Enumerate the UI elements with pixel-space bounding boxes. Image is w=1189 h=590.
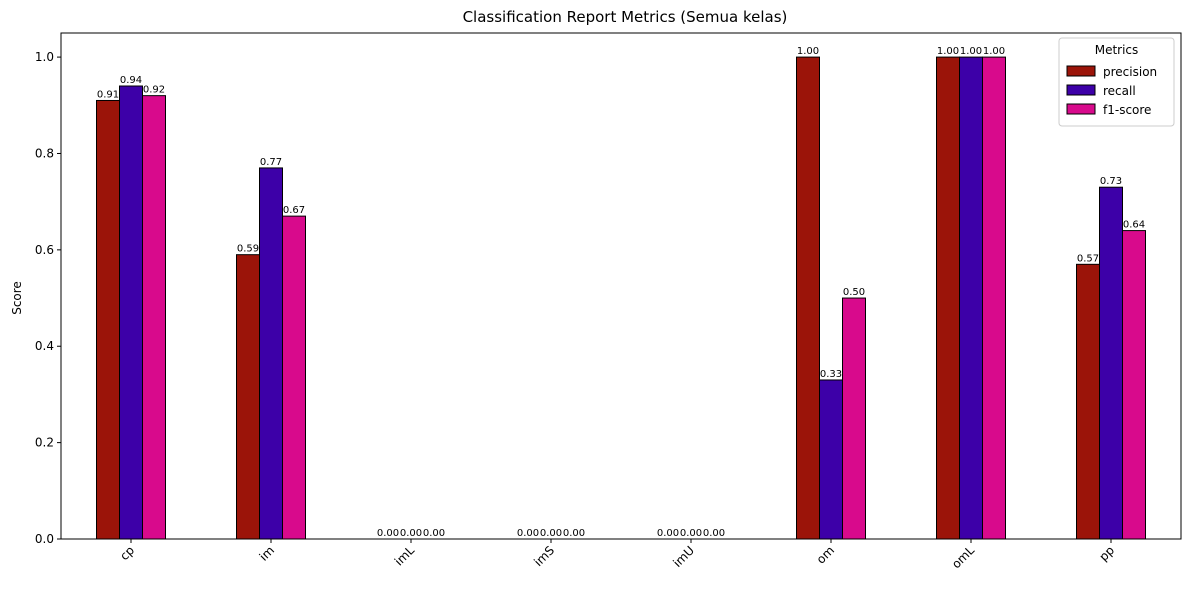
legend-label-precision: precision	[1103, 65, 1157, 79]
y-tick-label: 0.2	[35, 436, 54, 450]
bar-f1-score-im	[282, 215, 306, 540]
legend-swatch-precision	[1066, 65, 1096, 77]
x-tick-label-imU: imU	[670, 543, 697, 570]
bar-precision-im	[236, 254, 260, 540]
bar-recall-omL	[959, 56, 983, 540]
legend-label-f1-score: f1-score	[1103, 103, 1151, 117]
plot-frame	[60, 32, 1182, 540]
x-tick-label-pp: pp	[1096, 543, 1117, 564]
x-tick-label-imL: imL	[392, 543, 417, 568]
bar-f1-score-pp	[1122, 230, 1146, 540]
x-tick-label-om: om	[814, 543, 837, 566]
data-label-recall-imL: 0.00	[400, 528, 422, 539]
data-label-precision-cp: 0.91	[97, 89, 119, 100]
legend-title: Metrics	[1095, 43, 1139, 57]
bar-precision-cp	[96, 99, 120, 540]
y-tick-label: 0.0	[35, 532, 54, 546]
x-tick-label-im: im	[257, 543, 278, 564]
data-label-recall-imU: 0.00	[680, 528, 702, 539]
y-axis-label: Score	[10, 281, 24, 315]
data-label-f1-score-om: 0.50	[843, 287, 865, 298]
data-label-recall-imS: 0.00	[540, 528, 562, 539]
data-label-recall-im: 0.77	[260, 157, 282, 168]
data-label-f1-score-imL: 0.00	[423, 528, 445, 539]
bar-f1-score-omL	[982, 56, 1006, 540]
data-label-precision-pp: 0.57	[1077, 253, 1099, 264]
data-label-recall-cp: 0.94	[120, 75, 142, 86]
legend-label-recall: recall	[1103, 84, 1136, 98]
data-label-f1-score-imS: 0.00	[563, 528, 585, 539]
data-label-precision-imL: 0.00	[377, 528, 399, 539]
data-label-f1-score-cp: 0.92	[143, 85, 165, 96]
chart-title: Classification Report Metrics (Semua kel…	[463, 8, 788, 26]
bar-precision-om	[796, 56, 820, 540]
bar-precision-omL	[936, 56, 960, 540]
bar-f1-score-cp	[142, 95, 166, 540]
bar-precision-pp	[1076, 263, 1100, 540]
y-tick-label: 0.6	[35, 243, 54, 257]
y-tick-label: 1.0	[35, 50, 54, 64]
legend-swatch-recall	[1066, 84, 1096, 96]
data-label-recall-pp: 0.73	[1100, 176, 1122, 187]
x-tick-label-omL: omL	[949, 543, 977, 571]
x-tick-label-imS: imS	[531, 543, 557, 569]
data-label-f1-score-imU: 0.00	[703, 528, 725, 539]
bar-f1-score-om	[842, 297, 866, 540]
data-label-f1-score-pp: 0.64	[1123, 220, 1145, 231]
y-tick-label: 0.4	[35, 339, 54, 353]
data-label-precision-imU: 0.00	[657, 528, 679, 539]
y-tick-label: 0.8	[35, 146, 54, 160]
plot-area: 0.910.590.00 0.00 0.001.00 1.000.570.940.77…	[35, 32, 1182, 571]
bar-recall-om	[819, 379, 843, 540]
legend-swatch-f1-score	[1066, 103, 1096, 115]
data-label-precision-omL: 1.00	[937, 46, 959, 57]
bar-recall-cp	[119, 85, 143, 540]
legend: Metrics precision recall f1-score	[1058, 37, 1175, 127]
data-label-f1-score-omL: 1.00	[983, 46, 1005, 57]
data-label-precision-om: 1.00	[797, 46, 819, 57]
data-label-recall-omL: 1.00	[960, 46, 982, 57]
data-label-precision-im: 0.59	[237, 244, 259, 255]
x-tick-label-cp: cp	[117, 543, 137, 563]
data-label-recall-om: 0.33	[820, 369, 842, 380]
bar-recall-pp	[1099, 186, 1123, 540]
data-label-precision-imS: 0.00	[517, 528, 539, 539]
data-label-f1-score-im: 0.67	[283, 205, 305, 216]
bar-recall-im	[259, 167, 283, 540]
